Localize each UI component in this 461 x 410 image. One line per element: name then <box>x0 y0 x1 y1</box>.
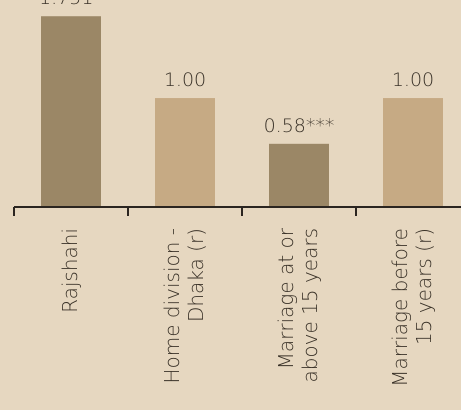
category-labels-group: Rajshahi Home division - Dhaka (r) Marriage… <box>58 227 436 387</box>
category-label-2-line-0: Marriage at or <box>274 227 298 369</box>
category-label-1-line-0: Home division - <box>160 228 184 384</box>
value-label-3: 1.00 <box>392 69 434 91</box>
x-axis <box>13 206 461 216</box>
bar-0 <box>41 16 101 208</box>
bar-1 <box>155 98 215 207</box>
bars-group <box>41 16 443 208</box>
bar-2 <box>269 143 329 207</box>
category-label-3-line-0: Marriage before <box>388 228 412 387</box>
value-label-1: 1.00 <box>164 69 206 91</box>
category-label-3-line-1: 15 years (r) <box>412 228 436 345</box>
category-label-0-line-0: Rajshahi <box>58 228 82 313</box>
category-label-2-line-1: above 15 years <box>298 228 322 383</box>
value-label-0: 1.751* <box>39 0 103 9</box>
value-labels-group: 1.751* 1.00 0.58*** 1.00 <box>39 0 434 137</box>
category-label-1-line-1: Dhaka (r) <box>184 228 208 322</box>
bar-3 <box>383 98 443 207</box>
value-label-2: 0.58*** <box>264 115 335 137</box>
